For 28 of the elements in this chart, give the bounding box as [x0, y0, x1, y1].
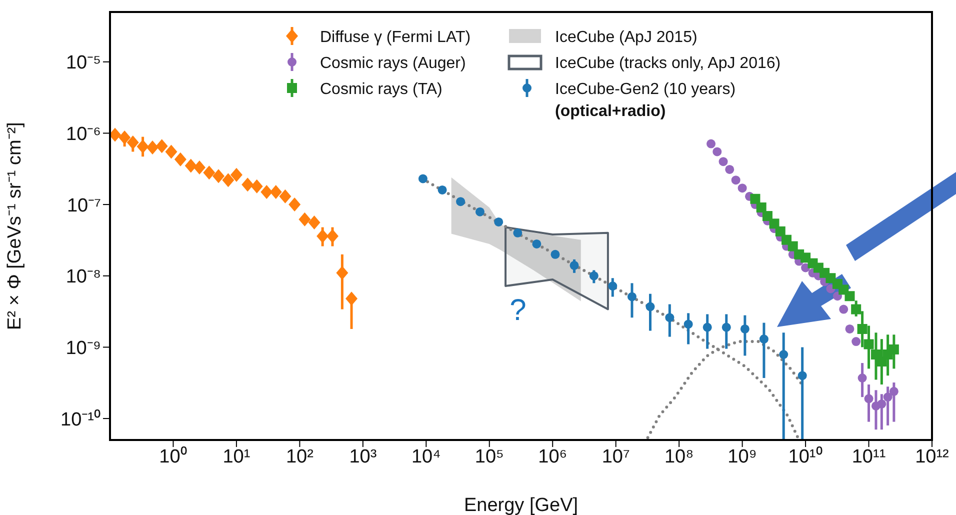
x-tick-label: 10¹⁰ — [788, 445, 823, 468]
x-tick-label: 10⁴ — [412, 446, 441, 468]
legend-label: Cosmic rays (TA) — [320, 81, 442, 98]
y-tick-label: 10⁻¹⁰ — [60, 408, 101, 430]
legend-label: Cosmic rays (Auger) — [320, 55, 466, 72]
x-tick-label: 10⁰ — [159, 445, 188, 468]
y-axis-title: E² × Φ [GeVs⁻¹ sr⁻¹ cm⁻²] — [4, 122, 26, 330]
y-tick-label: 10⁻⁷ — [66, 195, 102, 216]
x-tick-label: 10⁶ — [538, 446, 568, 468]
x-tick-label: 10⁸ — [664, 446, 694, 468]
x-tick-label: 10¹ — [222, 446, 250, 468]
x-tick-label: 10⁷ — [602, 446, 630, 468]
x-tick-label: 10² — [286, 446, 314, 468]
legend-label: Diffuse γ (Fermi LAT) — [320, 29, 471, 46]
x-tick-label: 10⁹ — [728, 446, 757, 468]
x-tick-label: 10⁵ — [474, 446, 504, 468]
legend-label: IceCube-Gen2 (10 years) (optical+radio) — [555, 81, 736, 120]
x-axis-title: Energy [GeV] — [464, 495, 578, 515]
x-tick-label: 10³ — [349, 446, 377, 468]
y-tick-label: 10⁻⁶ — [66, 124, 101, 145]
legend-label: IceCube (ApJ 2015) — [555, 29, 698, 46]
y-tick-label: 10⁻⁹ — [66, 338, 101, 359]
x-tick-label: 10¹¹ — [852, 446, 886, 468]
annotation: ? — [510, 294, 526, 327]
legend-label: IceCube (tracks only, ApJ 2016) — [555, 55, 781, 72]
x-tick-label: 10¹² — [915, 446, 949, 468]
y-tick-label: 10⁻⁸ — [66, 266, 101, 288]
y-tick-label: 10⁻⁵ — [66, 52, 101, 74]
